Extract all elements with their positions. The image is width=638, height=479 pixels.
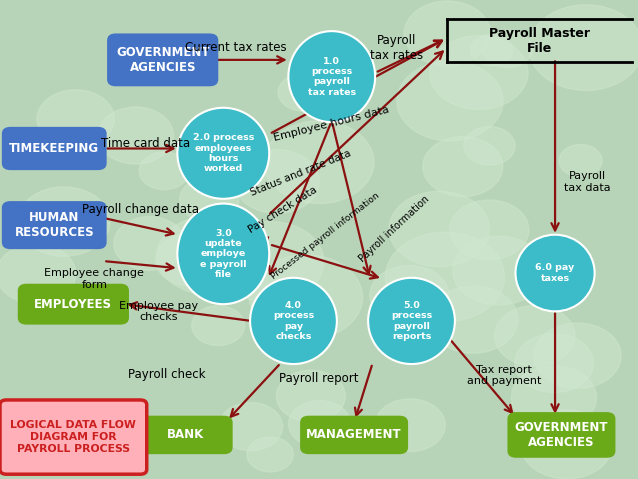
Text: Payroll
tax data: Payroll tax data [563, 171, 611, 193]
Text: Payroll check: Payroll check [128, 368, 206, 381]
Text: 6.0 pay
taxes: 6.0 pay taxes [535, 263, 575, 283]
Circle shape [512, 366, 597, 430]
Text: 2.0 process
employees
hours
worked: 2.0 process employees hours worked [193, 133, 254, 173]
Text: Payroll change data: Payroll change data [82, 203, 199, 217]
Ellipse shape [177, 108, 269, 199]
Circle shape [139, 152, 189, 190]
Circle shape [370, 266, 449, 325]
Circle shape [385, 232, 505, 322]
FancyBboxPatch shape [108, 34, 217, 85]
Circle shape [191, 306, 245, 345]
Ellipse shape [250, 278, 337, 364]
Circle shape [216, 221, 324, 302]
Circle shape [157, 216, 262, 295]
Text: HUMAN
RESOURCES: HUMAN RESOURCES [15, 211, 94, 239]
Circle shape [219, 402, 283, 451]
Circle shape [156, 234, 225, 286]
FancyBboxPatch shape [0, 400, 147, 474]
Circle shape [288, 400, 351, 447]
Circle shape [559, 145, 602, 177]
Text: Payroll information: Payroll information [357, 194, 431, 264]
FancyBboxPatch shape [138, 417, 232, 453]
Text: Tax report
and payment: Tax report and payment [467, 365, 541, 387]
Text: Payroll Master
File: Payroll Master File [489, 27, 590, 55]
Circle shape [534, 323, 621, 388]
Circle shape [234, 149, 319, 214]
Ellipse shape [516, 235, 595, 311]
Ellipse shape [177, 204, 269, 304]
Text: MANAGEMENT: MANAGEMENT [306, 428, 402, 442]
FancyBboxPatch shape [508, 413, 614, 457]
Text: Employee pay
checks: Employee pay checks [119, 300, 198, 322]
Circle shape [494, 306, 575, 366]
Circle shape [483, 30, 533, 68]
Circle shape [429, 35, 528, 110]
Text: EMPLOYEES: EMPLOYEES [34, 297, 112, 311]
Text: Processed payroll information: Processed payroll information [270, 191, 381, 281]
Circle shape [450, 200, 529, 260]
Text: Employee change
form: Employee change form [45, 268, 144, 290]
Text: 1.0
process
payroll
tax rates: 1.0 process payroll tax rates [308, 57, 356, 97]
Text: BANK: BANK [167, 428, 204, 442]
Circle shape [114, 217, 185, 270]
Text: Employee hours data: Employee hours data [273, 104, 390, 143]
Text: Time card data: Time card data [101, 137, 190, 150]
Circle shape [375, 399, 445, 452]
Circle shape [17, 187, 110, 256]
Circle shape [98, 107, 174, 164]
Circle shape [464, 126, 515, 165]
Text: 5.0
process
payroll
reports: 5.0 process payroll reports [391, 301, 432, 341]
Circle shape [37, 90, 114, 148]
Circle shape [515, 333, 593, 393]
Text: Pay check data: Pay check data [246, 185, 319, 235]
Text: GOVERNMENT
AGENCIES: GOVERNMENT AGENCIES [515, 421, 608, 449]
Text: LOGICAL DATA FLOW
DIAGRAM FOR
PAYROLL PROCESS: LOGICAL DATA FLOW DIAGRAM FOR PAYROLL PR… [10, 421, 137, 454]
FancyBboxPatch shape [3, 202, 105, 248]
Circle shape [249, 255, 362, 340]
Text: Status and rate data: Status and rate data [249, 148, 353, 198]
Circle shape [276, 370, 345, 422]
Text: 4.0
process
pay
checks: 4.0 process pay checks [273, 301, 314, 341]
Circle shape [529, 5, 638, 91]
Text: 3.0
update
employe
e payroll
file: 3.0 update employe e payroll file [200, 228, 246, 279]
Circle shape [247, 437, 293, 472]
Ellipse shape [288, 31, 375, 122]
Text: Payroll
tax rates: Payroll tax rates [370, 34, 424, 62]
Text: TIMEKEEPING: TIMEKEEPING [9, 142, 100, 155]
Circle shape [423, 137, 503, 197]
Circle shape [397, 61, 503, 141]
Ellipse shape [368, 278, 455, 364]
Circle shape [180, 177, 239, 222]
Circle shape [521, 410, 612, 479]
Text: Current tax rates: Current tax rates [185, 41, 287, 55]
FancyBboxPatch shape [19, 285, 128, 324]
Circle shape [389, 191, 489, 267]
Circle shape [471, 34, 512, 66]
Circle shape [264, 121, 374, 204]
Text: GOVERNMENT
AGENCIES: GOVERNMENT AGENCIES [116, 46, 209, 74]
Circle shape [453, 236, 545, 305]
FancyBboxPatch shape [301, 417, 407, 453]
FancyBboxPatch shape [3, 128, 105, 169]
Circle shape [0, 244, 76, 304]
Text: Payroll report: Payroll report [279, 372, 359, 385]
Circle shape [404, 1, 491, 66]
Circle shape [278, 73, 328, 111]
Circle shape [429, 286, 518, 353]
